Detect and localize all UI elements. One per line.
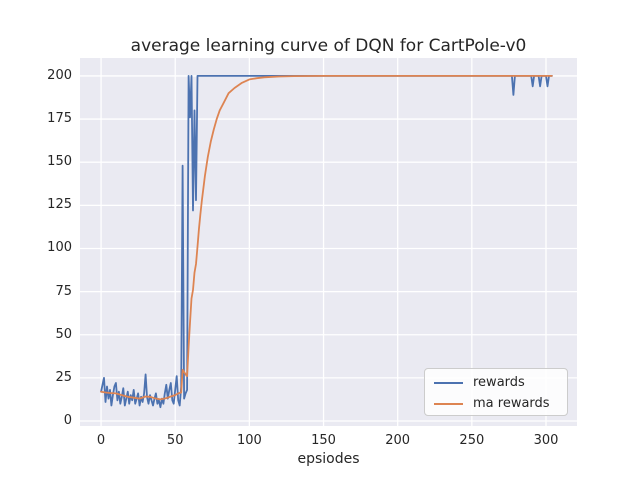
legend: rewards ma rewards bbox=[424, 368, 568, 416]
x-tick-label-250: 250 bbox=[459, 433, 485, 448]
y-tick-label-100: 100 bbox=[47, 240, 72, 256]
ma-rewards-line-swatch bbox=[434, 402, 463, 405]
x-tick-label-150: 150 bbox=[311, 433, 336, 448]
y-tick-label-25: 25 bbox=[55, 369, 72, 385]
legend-entry-ma-rewards: ma rewards bbox=[434, 393, 567, 414]
chart-title: average learning curve of DQN for CartPo… bbox=[130, 36, 527, 56]
legend-label-rewards: rewards bbox=[473, 375, 525, 390]
chart-canvas bbox=[80, 58, 577, 426]
x-tick-label-100: 100 bbox=[236, 433, 262, 448]
rewards-line-swatch bbox=[434, 381, 463, 384]
plot-area: rewards ma rewards bbox=[80, 58, 577, 426]
x-tick-label-50: 50 bbox=[166, 433, 184, 448]
x-tick-label-300: 300 bbox=[533, 433, 559, 448]
y-tick-label-150: 150 bbox=[47, 154, 72, 170]
series-line-rewards bbox=[100, 74, 553, 409]
y-tick-label-175: 175 bbox=[47, 111, 72, 127]
series-line-ma-rewards bbox=[100, 74, 553, 401]
x-axis-label: epsiodes bbox=[297, 451, 360, 467]
y-tick-label-50: 50 bbox=[55, 326, 72, 342]
y-tick-label-200: 200 bbox=[47, 67, 72, 83]
y-tick-label-125: 125 bbox=[47, 197, 72, 213]
legend-label-ma-rewards: ma rewards bbox=[473, 396, 550, 411]
y-tick-label-75: 75 bbox=[55, 283, 72, 299]
y-tick-label-0: 0 bbox=[63, 412, 72, 428]
legend-entry-rewards: rewards bbox=[434, 372, 567, 393]
x-tick-label-0: 0 bbox=[96, 433, 106, 448]
x-tick-label-200: 200 bbox=[385, 433, 411, 448]
